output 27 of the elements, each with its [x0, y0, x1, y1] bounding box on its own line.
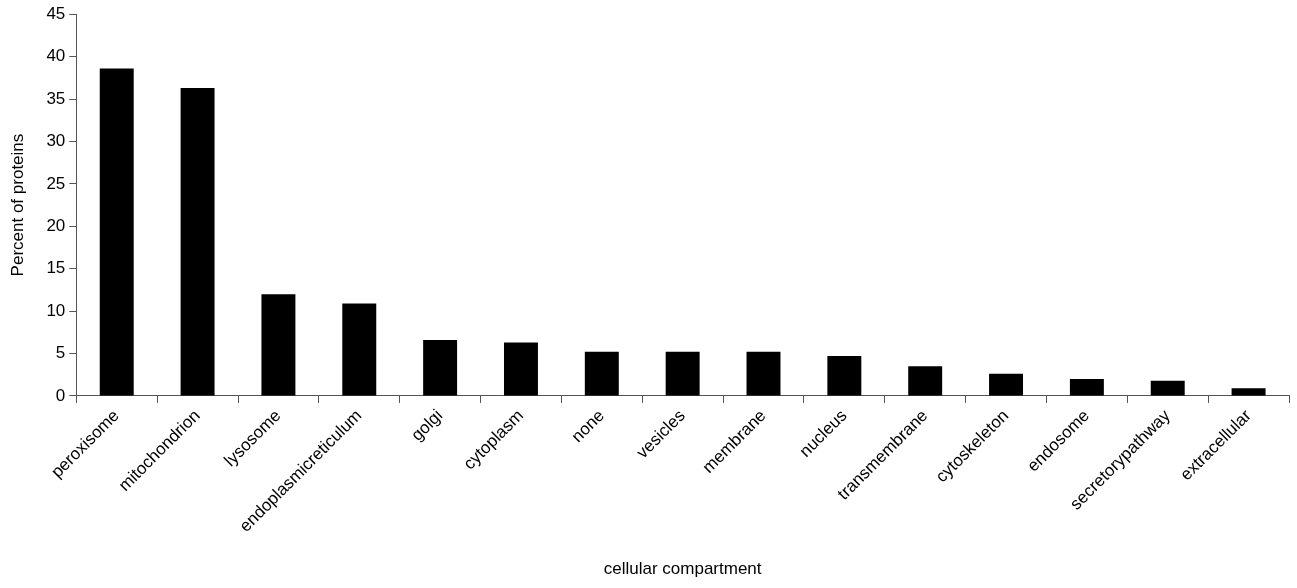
y-tick-label: 35 [46, 88, 66, 108]
bar [989, 373, 1024, 396]
bar [503, 342, 538, 396]
bar [423, 339, 458, 396]
y-tick-label: 40 [46, 46, 66, 66]
y-tick-label: 10 [46, 300, 66, 320]
bar [1231, 388, 1266, 396]
bar [908, 366, 943, 396]
y-tick-label: 0 [55, 385, 66, 405]
bar [665, 351, 700, 396]
bar [584, 351, 619, 396]
bar [99, 68, 134, 396]
bar [827, 356, 862, 396]
y-tick-label: 20 [46, 215, 66, 235]
y-axis-title: Percent of proteins [7, 133, 27, 277]
y-tick-label: 25 [46, 173, 66, 193]
y-tick-label: 15 [46, 258, 66, 278]
x-axis-title: cellular compartment [603, 559, 762, 579]
bar [1069, 378, 1104, 396]
bar [180, 88, 215, 396]
y-tick-label: 5 [55, 343, 66, 363]
bar [342, 303, 377, 396]
bar [261, 294, 296, 396]
y-tick-label: 30 [46, 131, 66, 151]
bar [1150, 380, 1185, 396]
bar [746, 351, 781, 396]
y-tick-label: 45 [46, 3, 66, 23]
